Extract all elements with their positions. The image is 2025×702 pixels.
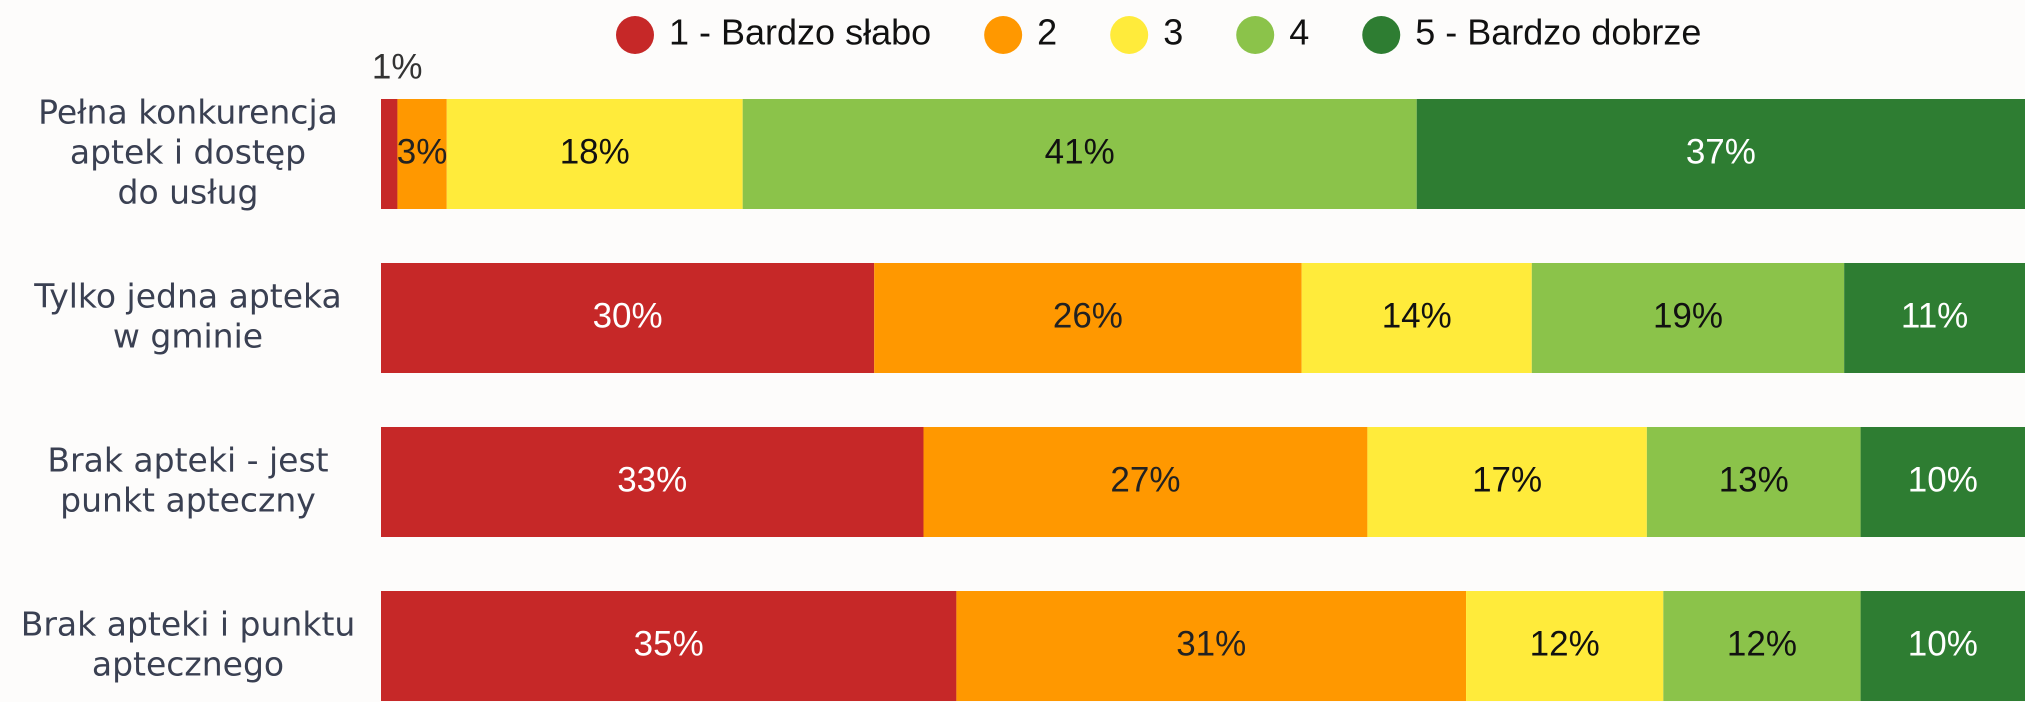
value-label: 17% xyxy=(1472,460,1542,499)
bar-segment xyxy=(1646,427,1861,537)
value-label: 33% xyxy=(617,460,687,499)
bar-segment xyxy=(381,427,924,537)
category-label: Brak apteki i punktu xyxy=(21,605,356,644)
legend-swatch xyxy=(1110,16,1149,54)
legend-label: 3 xyxy=(1163,12,1183,53)
category-label: aptecznego xyxy=(92,645,284,684)
category-label: w gminie xyxy=(113,317,263,356)
value-label: 26% xyxy=(1053,296,1123,335)
value-label: 13% xyxy=(1719,460,1789,499)
bar-segment xyxy=(742,99,1417,209)
value-label: 27% xyxy=(1110,460,1180,499)
legend-label: 2 xyxy=(1037,12,1057,53)
value-label: 19% xyxy=(1653,296,1723,335)
value-label: 31% xyxy=(1176,624,1246,663)
bar-segment xyxy=(446,99,743,209)
bar-segment xyxy=(381,99,398,209)
value-label: 30% xyxy=(593,296,663,335)
bar-segment xyxy=(1466,591,1664,701)
legend-swatch xyxy=(1236,16,1275,54)
category-label: Brak apteki - jest xyxy=(47,441,328,480)
value-label: 41% xyxy=(1045,132,1115,171)
value-label: 18% xyxy=(560,132,630,171)
value-label: 35% xyxy=(634,624,704,663)
legend-swatch xyxy=(1362,16,1401,54)
legend-label: 4 xyxy=(1289,12,1309,53)
legend-label: 1 - Bardzo słabo xyxy=(669,12,931,53)
bar-segment xyxy=(874,263,1302,373)
bar-segment xyxy=(1301,263,1532,373)
category-label: aptek i dostęp xyxy=(70,133,306,172)
bar-segment xyxy=(956,591,1467,701)
value-label: 11% xyxy=(1901,296,1968,335)
value-label: 3% xyxy=(397,132,448,171)
category-label: Pełna konkurencja xyxy=(38,93,338,132)
category-label: Tylko jedna apteka xyxy=(33,277,342,316)
bar-segment xyxy=(1367,427,1647,537)
category-label: do usług xyxy=(118,173,259,212)
bar-segment xyxy=(1860,591,2025,701)
value-label: 14% xyxy=(1382,296,1452,335)
legend-swatch xyxy=(616,16,654,54)
bar-segment xyxy=(1416,99,2025,209)
value-label: 37% xyxy=(1686,132,1756,171)
bar-segment xyxy=(1844,263,2025,373)
bar-segment xyxy=(1860,427,2025,537)
bar-segment xyxy=(397,99,447,209)
bar-segment xyxy=(381,591,957,701)
value-label: 10% xyxy=(1908,624,1978,663)
category-label: punkt apteczny xyxy=(60,481,316,520)
value-label: 1% xyxy=(372,47,423,86)
bar-segment xyxy=(1531,263,1845,373)
legend-swatch xyxy=(984,16,1023,54)
bar-segment xyxy=(923,427,1368,537)
value-label: 12% xyxy=(1727,624,1797,663)
legend-label: 5 - Bardzo dobrze xyxy=(1415,12,1701,53)
value-label: 12% xyxy=(1530,624,1600,663)
bar-segment xyxy=(381,263,875,373)
value-label: 10% xyxy=(1908,460,1978,499)
bar-segment xyxy=(1663,591,1861,701)
